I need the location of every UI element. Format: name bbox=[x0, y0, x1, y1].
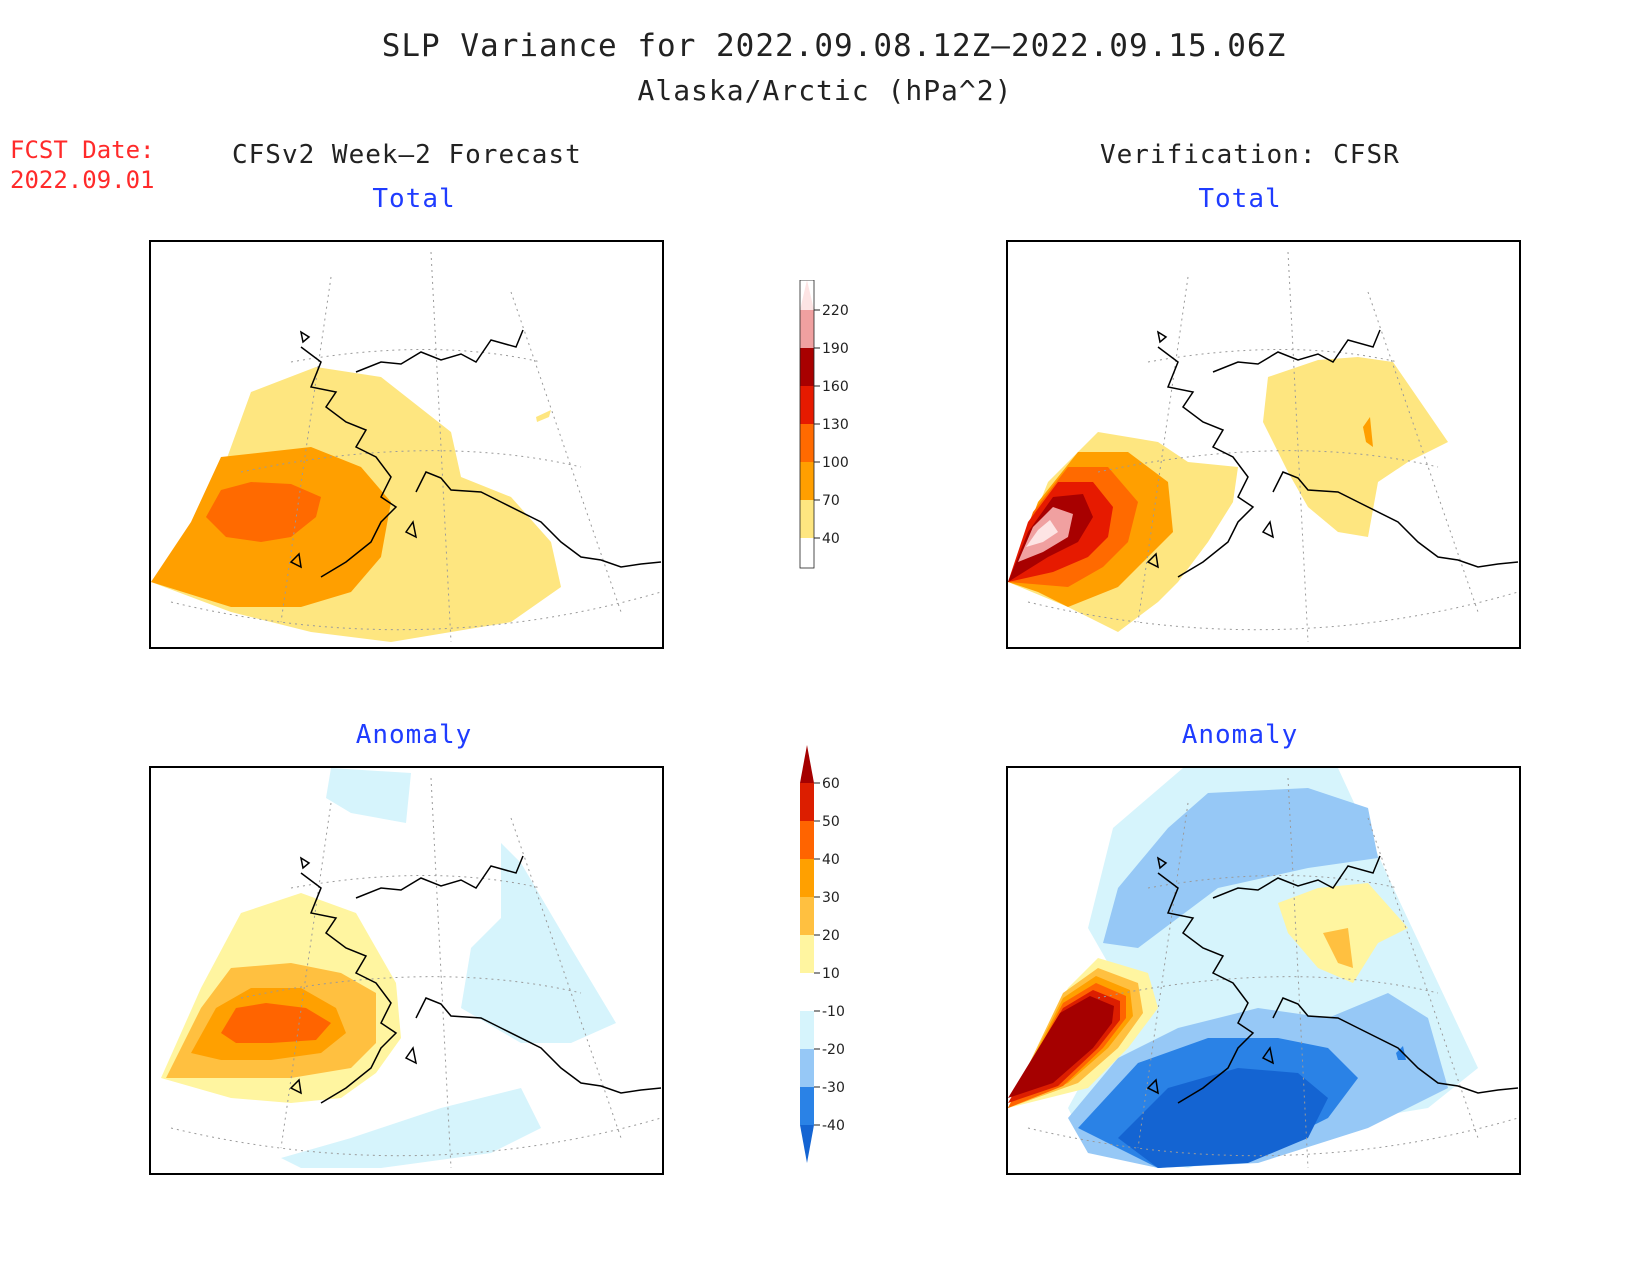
colorbar-tick-label: 50 bbox=[822, 814, 840, 830]
contour-small-cell bbox=[536, 410, 551, 422]
colorbar-tick-label: 220 bbox=[822, 303, 849, 319]
contour-above-60-west bbox=[1008, 996, 1114, 1098]
colorbar-tick-label: -40 bbox=[822, 1118, 845, 1134]
contour-neg10-neg20-east bbox=[461, 843, 616, 1043]
colorbar-segment bbox=[800, 348, 814, 386]
map-graticule bbox=[1027, 777, 1519, 1169]
forecast-column-header: CFSv2 Week—2 Forecast bbox=[232, 140, 582, 170]
contour-neg10-neg20-north bbox=[326, 768, 411, 823]
colorbar-segment bbox=[800, 821, 814, 859]
contour-neg10-neg20-south bbox=[281, 1088, 541, 1168]
colorbar-segment bbox=[800, 462, 814, 500]
map-graticule bbox=[170, 251, 662, 643]
colorbar-segment bbox=[800, 310, 814, 348]
contour-40-50 bbox=[221, 1003, 331, 1043]
map-verification-total bbox=[1006, 240, 1521, 649]
map-graticule bbox=[1027, 251, 1519, 643]
colorbar-tick-label: -10 bbox=[822, 1004, 845, 1020]
colorbar-segment bbox=[800, 1011, 814, 1049]
contour-100-130 bbox=[206, 482, 321, 542]
colorbar-bottom-arrow bbox=[800, 1125, 814, 1163]
fcst-date-label: FCST Date: bbox=[10, 136, 155, 164]
colorbar-total: 40 70 100 130 160 190 220 bbox=[799, 280, 849, 569]
colorbar-segment bbox=[800, 783, 814, 821]
colorbar-tick-label: -20 bbox=[822, 1042, 845, 1058]
colorbar-tick-label: 30 bbox=[822, 890, 840, 906]
colorbar-outline bbox=[799, 280, 815, 569]
coastline bbox=[1146, 329, 1519, 578]
colorbar-tick-label: 130 bbox=[822, 417, 849, 433]
figure-subtitle: Alaska/Arctic (hPa^2) bbox=[637, 74, 1013, 107]
panel-title-verification-anomaly: Anomaly bbox=[1181, 720, 1299, 750]
colorbar-top-arrow bbox=[800, 745, 814, 783]
colorbar-segment bbox=[800, 386, 814, 424]
contour-70-100-east-spot bbox=[1363, 417, 1373, 447]
colorbar-tick-label: -30 bbox=[822, 1080, 845, 1096]
colorbar-segment bbox=[800, 859, 814, 897]
map-forecast-anomaly bbox=[149, 766, 664, 1175]
colorbar-tick-label: 10 bbox=[822, 966, 840, 982]
colorbar-tick-label: 70 bbox=[822, 493, 840, 509]
contour-neg20-neg30-north bbox=[1103, 788, 1378, 948]
colorbar-segment bbox=[800, 500, 814, 538]
map-verification-anomaly bbox=[1006, 766, 1521, 1175]
colorbar-anomaly: -40 -30 -20 -10 10 20 30 40 50 60 bbox=[800, 745, 845, 1163]
panel-title-verification-total: Total bbox=[1198, 184, 1282, 214]
colorbar-tick-label: 190 bbox=[822, 341, 849, 357]
panel-title-forecast-total: Total bbox=[372, 184, 456, 214]
coastline bbox=[1146, 855, 1519, 1104]
map-graticule bbox=[170, 777, 662, 1169]
colorbar-tick-label: 100 bbox=[822, 455, 849, 471]
colorbar-segment bbox=[800, 1087, 814, 1125]
colorbar-bottom-arrow bbox=[800, 538, 814, 568]
map-forecast-total bbox=[149, 240, 664, 649]
colorbar-segment bbox=[800, 424, 814, 462]
coastline bbox=[289, 329, 662, 578]
colorbar-tick-label: 20 bbox=[822, 928, 840, 944]
colorbar-tick-label: 40 bbox=[822, 852, 840, 868]
colorbar-segment bbox=[800, 935, 814, 973]
panel-title-forecast-anomaly: Anomaly bbox=[355, 720, 473, 750]
colorbar-segment bbox=[800, 897, 814, 935]
contour-below-neg40 bbox=[1118, 1068, 1328, 1168]
coastline bbox=[289, 855, 662, 1104]
contour-40-70-east bbox=[1263, 357, 1448, 537]
contour-20-30-east bbox=[1323, 928, 1353, 968]
colorbar-segment bbox=[800, 973, 814, 1011]
fcst-date-value: 2022.09.01 bbox=[10, 166, 155, 194]
colorbar-tick-label: 40 bbox=[822, 531, 840, 547]
verification-column-header: Verification: CFSR bbox=[1100, 140, 1400, 170]
colorbar-segment bbox=[800, 1049, 814, 1087]
colorbar-tick-label: 160 bbox=[822, 379, 849, 395]
contour-220-plus bbox=[1026, 520, 1058, 547]
colorbar-top-arrow bbox=[800, 280, 814, 310]
contour-neg30-neg40-spot bbox=[1396, 1046, 1406, 1060]
colorbar-tick-label: 60 bbox=[822, 776, 840, 792]
figure-title: SLP Variance for 2022.09.08.12Z—2022.09.… bbox=[381, 28, 1287, 64]
